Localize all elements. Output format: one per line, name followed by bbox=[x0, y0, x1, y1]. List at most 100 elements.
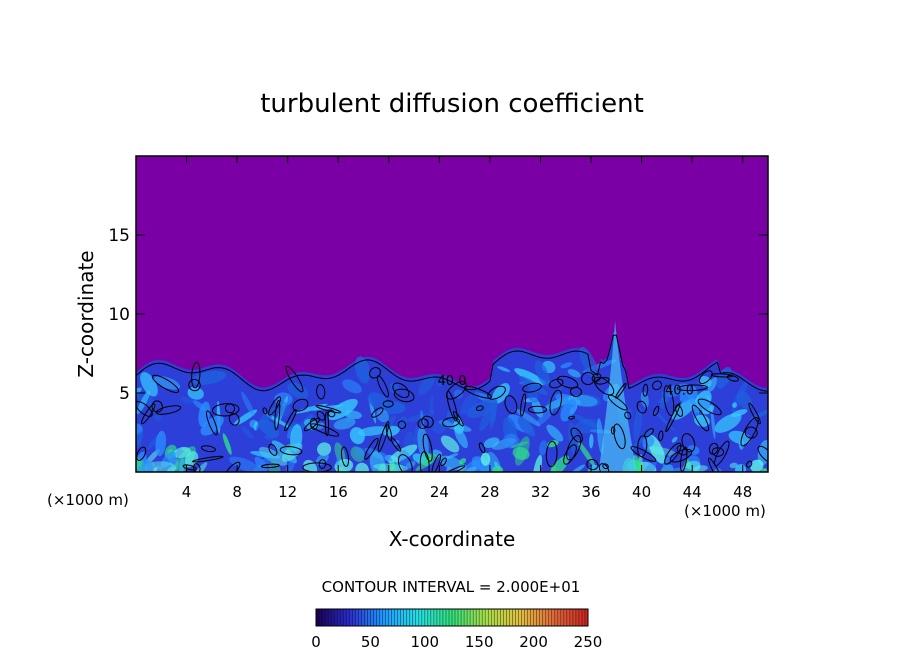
contour-line bbox=[522, 382, 542, 393]
field-patch bbox=[287, 425, 294, 439]
field-patch bbox=[258, 419, 280, 438]
field-patch bbox=[545, 384, 565, 407]
contour-line bbox=[371, 407, 384, 418]
field-patch bbox=[184, 451, 199, 468]
contour-line bbox=[593, 376, 615, 396]
field-patch bbox=[388, 461, 396, 472]
contour-line bbox=[652, 405, 660, 417]
contour-line bbox=[475, 405, 484, 412]
field-patch bbox=[342, 379, 362, 394]
contour-line bbox=[740, 416, 759, 447]
y-axis-label: Z-coordinate bbox=[74, 250, 98, 377]
field-patch bbox=[445, 453, 459, 460]
field-patch bbox=[459, 458, 467, 465]
field-patch bbox=[732, 402, 737, 408]
contour-line bbox=[610, 426, 616, 435]
contour-line bbox=[658, 430, 664, 442]
contour-interval-text: CONTOUR INTERVAL = 2.000E+01 bbox=[322, 578, 581, 596]
contour-line bbox=[528, 405, 547, 414]
contour-line bbox=[563, 444, 577, 465]
field-patch bbox=[549, 455, 570, 472]
field-patch bbox=[406, 413, 431, 423]
x-tick-label: 24 bbox=[430, 483, 449, 501]
field-patch bbox=[454, 425, 468, 449]
field-patch bbox=[567, 369, 581, 378]
field-patch bbox=[693, 465, 708, 472]
field-patch bbox=[403, 431, 414, 448]
contour-line bbox=[675, 404, 684, 417]
field-patch bbox=[249, 419, 259, 429]
field-patch bbox=[394, 461, 404, 472]
x-tick-label: 8 bbox=[232, 483, 242, 501]
field-patch bbox=[710, 405, 716, 439]
field-patch bbox=[729, 462, 738, 469]
contour-line bbox=[446, 390, 458, 422]
contour-line bbox=[191, 361, 201, 389]
colorbar-tick-label: 0 bbox=[311, 633, 321, 651]
contour-line bbox=[206, 410, 218, 436]
field-patch bbox=[462, 459, 481, 472]
x-tick-label: 4 bbox=[182, 483, 192, 501]
x-tick-label: 48 bbox=[733, 483, 752, 501]
contour-line bbox=[746, 460, 753, 468]
field-patch bbox=[317, 442, 332, 456]
plume bbox=[598, 320, 637, 472]
field-patch bbox=[671, 436, 678, 443]
field-patch bbox=[589, 433, 594, 449]
field-patch bbox=[518, 376, 548, 396]
field-patch bbox=[536, 408, 554, 426]
contour-line bbox=[182, 464, 197, 471]
contour-lines bbox=[136, 334, 768, 472]
field-patch bbox=[480, 452, 491, 466]
contour-line bbox=[292, 398, 309, 412]
field-patch bbox=[405, 460, 416, 469]
contour-line bbox=[324, 411, 330, 437]
contour-line bbox=[691, 404, 710, 432]
field-patch bbox=[430, 409, 435, 415]
contour-line bbox=[651, 380, 663, 391]
field-patch bbox=[376, 409, 389, 423]
field-patch bbox=[153, 414, 162, 422]
field-patch bbox=[515, 408, 541, 427]
contour-line bbox=[440, 457, 447, 467]
field-patch bbox=[405, 449, 415, 458]
field-patch bbox=[222, 433, 232, 455]
field-patch bbox=[155, 430, 167, 457]
field-patch bbox=[274, 392, 293, 406]
contour-line bbox=[340, 446, 350, 467]
contour-line bbox=[151, 374, 180, 394]
contour-line bbox=[393, 388, 415, 403]
contour-line bbox=[390, 437, 402, 452]
field-patch bbox=[497, 366, 511, 372]
field-patch bbox=[714, 467, 722, 472]
contour-line bbox=[630, 446, 657, 462]
contour-line bbox=[316, 410, 326, 421]
contour-line bbox=[211, 403, 240, 417]
contour-line bbox=[417, 418, 429, 429]
field-patch bbox=[633, 407, 643, 441]
contour-line bbox=[504, 395, 518, 415]
colorbar-tick-label: 100 bbox=[410, 633, 439, 651]
field-patch bbox=[294, 403, 328, 414]
colorbar: 0 50 100 150 200 250 bbox=[311, 608, 602, 651]
contour-line bbox=[316, 384, 326, 400]
contour-line bbox=[487, 385, 506, 400]
contour-line bbox=[586, 459, 599, 471]
field-patch bbox=[389, 382, 399, 394]
contour-line bbox=[665, 402, 681, 433]
contour-line bbox=[382, 400, 394, 408]
field-patch bbox=[354, 356, 371, 384]
field-patch bbox=[250, 451, 281, 459]
contour-line bbox=[757, 445, 768, 464]
field-patch bbox=[460, 391, 480, 415]
contour-line bbox=[615, 383, 627, 399]
field-patch bbox=[707, 377, 718, 392]
field-patch bbox=[179, 458, 185, 472]
contour-line bbox=[136, 334, 768, 392]
field-patch bbox=[532, 454, 543, 472]
contour-line bbox=[748, 402, 761, 425]
field-patch bbox=[579, 346, 599, 380]
contour-line bbox=[591, 373, 602, 383]
field-patch bbox=[560, 362, 573, 369]
